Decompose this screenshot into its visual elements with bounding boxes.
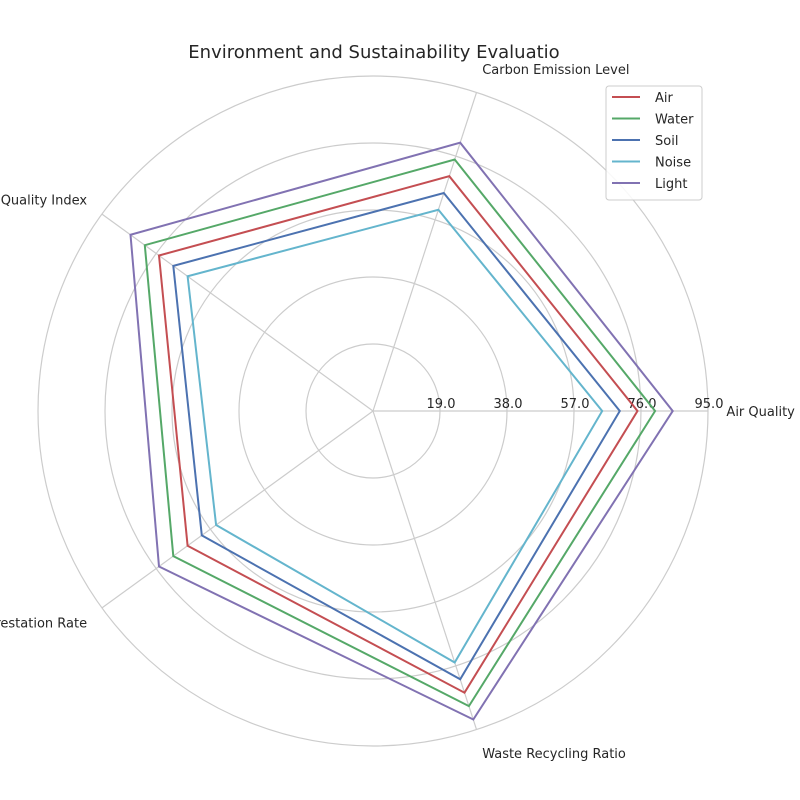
spoke-3 <box>101 410 374 609</box>
spoke-1 <box>372 92 478 412</box>
legend-item-air: Air <box>612 91 674 106</box>
series-line-light <box>129 141 674 721</box>
legend-item-water: Water <box>612 113 694 128</box>
spoke-4 <box>372 410 478 730</box>
radial-tick-label: 38.0 <box>494 397 523 412</box>
axis-label: Deforestation Rate <box>0 616 87 631</box>
series-lines <box>129 141 674 721</box>
legend-frame <box>605 85 703 201</box>
series-line-air <box>157 175 639 695</box>
chart-title: Environment and Sustainability Evaluatio <box>188 42 559 63</box>
spoke-2 <box>101 213 374 412</box>
axis-label: Waste Recycling Ratio <box>482 747 626 762</box>
series-line-water <box>143 158 657 708</box>
radial-tick-labels: 19.0 38.0 57.0 76.0 95.0 <box>427 397 724 412</box>
axis-label: Water Quality Index <box>0 194 87 209</box>
legend-label: Light <box>655 177 687 192</box>
radial-tick-label: 57.0 <box>561 397 590 412</box>
legend: Air Water Soil Noise Light <box>605 85 703 201</box>
legend-label: Noise <box>655 156 691 171</box>
axis-labels: Air Quality Index Carbon Emission Level Wa… <box>0 63 800 762</box>
axis-label: Air Quality Index <box>726 405 800 420</box>
legend-item-soil: Soil <box>612 134 678 149</box>
axis-label: Carbon Emission Level <box>482 63 629 78</box>
legend-label: Air <box>655 91 674 106</box>
legend-label: Soil <box>655 134 678 149</box>
radar-grid <box>37 75 709 747</box>
legend-item-light: Light <box>612 177 687 192</box>
legend-label: Water <box>655 113 694 128</box>
radial-tick-label: 19.0 <box>427 397 456 412</box>
radial-tick-label: 95.0 <box>695 397 724 412</box>
legend-item-noise: Noise <box>612 156 691 171</box>
series-line-soil <box>172 191 622 681</box>
series-line-noise <box>186 208 604 664</box>
